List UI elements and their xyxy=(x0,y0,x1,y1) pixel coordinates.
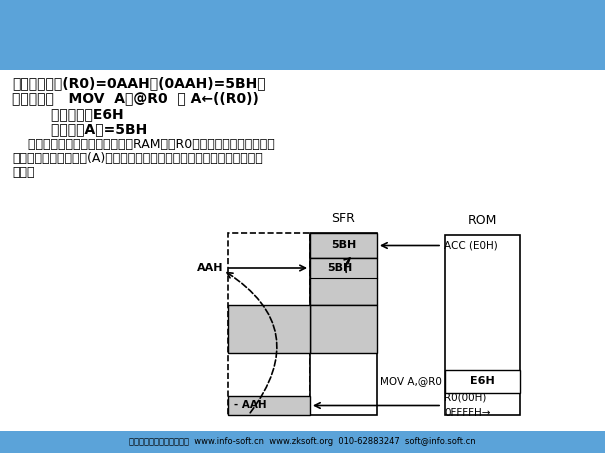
Bar xyxy=(0,0,605,70)
Text: ROM: ROM xyxy=(468,214,497,227)
Text: 结果：（A）=5BH: 结果：（A）=5BH xyxy=(12,122,147,136)
Bar xyxy=(0,431,605,453)
Bar xyxy=(310,258,377,305)
Text: R0(00H): R0(00H) xyxy=(444,392,486,403)
Text: 5BH: 5BH xyxy=(327,263,353,273)
Text: 0FFFFH→: 0FFFFH→ xyxy=(444,408,491,418)
Text: 【例】已知：(R0)=0AAH，(0AAH)=5BH，: 【例】已知：(R0)=0AAH，(0AAH)=5BH， xyxy=(12,76,266,90)
Text: 元的内容传送到累加器(A)。该指令的操作数采用寄存器间接寻址方式，如: 元的内容传送到累加器(A)。该指令的操作数采用寄存器间接寻址方式，如 xyxy=(12,152,263,165)
Text: MOV A,@R0: MOV A,@R0 xyxy=(380,376,442,386)
Bar xyxy=(445,370,520,393)
FancyArrowPatch shape xyxy=(227,273,277,413)
Text: 指令码为：E6H: 指令码为：E6H xyxy=(12,107,123,121)
Text: 5BH: 5BH xyxy=(331,241,356,251)
Text: SFR: SFR xyxy=(332,212,356,225)
Bar xyxy=(228,396,310,415)
Text: 图所示: 图所示 xyxy=(12,166,34,179)
Text: 执行指令：   MOV  A，@R0  ； A←((R0)): 执行指令： MOV A，@R0 ； A←((R0)) xyxy=(12,92,259,106)
Text: - AAH: - AAH xyxy=(234,400,267,410)
Bar xyxy=(228,233,310,415)
Bar xyxy=(310,305,377,353)
Text: AAH: AAH xyxy=(197,263,223,273)
Text: 中科信软高级技术培训中心  www.info-soft.cn  www.zksoft.org  010-62883247  soft@info.soft.cn: 中科信软高级技术培训中心 www.info-soft.cn www.zksoft… xyxy=(129,438,476,447)
Bar xyxy=(310,233,377,258)
Text: 该例中用寄存器间接寻址将片内RAM中由R0的内容为地址所指示的单: 该例中用寄存器间接寻址将片内RAM中由R0的内容为地址所指示的单 xyxy=(12,138,275,151)
FancyArrowPatch shape xyxy=(344,258,350,272)
Bar xyxy=(310,233,377,415)
Text: E6H: E6H xyxy=(470,376,495,386)
Bar xyxy=(228,305,310,353)
Bar xyxy=(445,235,520,415)
Text: ACC (E0H): ACC (E0H) xyxy=(444,241,498,251)
